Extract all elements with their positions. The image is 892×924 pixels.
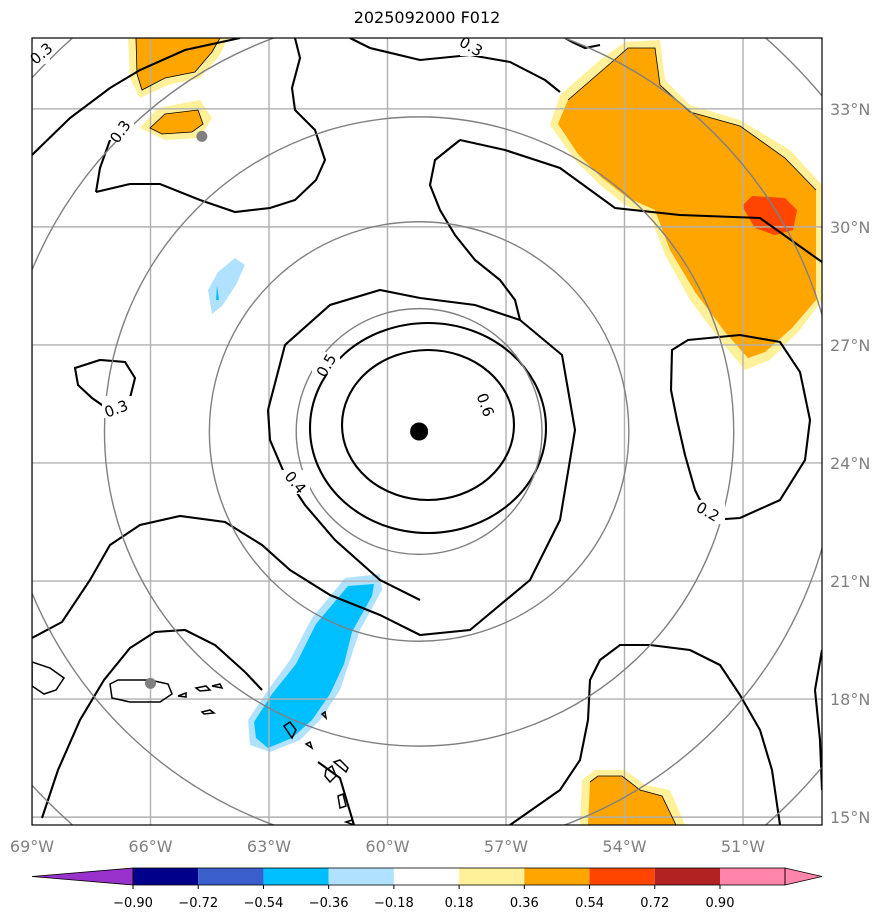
colorbar-tick-label: −0.90 [113,896,153,911]
range-ring [295,307,543,556]
colorbar-tick-label: −0.54 [244,896,284,911]
colorbar-tick-label: 0.54 [575,896,604,911]
site-puerto-rico-marker [145,677,156,689]
colorbar-segment [654,868,720,885]
range-ring [208,221,630,642]
colorbar-tick-label: −0.36 [309,896,349,911]
storm-center-marker [410,422,429,441]
colorbar-segment [263,868,329,885]
longitude-label: 66°W [128,837,172,856]
contour-0.2-south [509,643,782,825]
latitude-label: 24°N [830,454,870,473]
contour-0.2-east [669,333,812,522]
longitude-label: 57°W [484,837,528,856]
colorbar-segment [133,868,199,885]
contour-0.6 [340,348,516,502]
colorbar-tick-label: 0.90 [706,896,735,911]
colorbar-segment [393,868,460,885]
colorbar-extend-max [784,867,823,886]
longitude-label: 54°W [602,837,646,856]
marker-layer [145,130,429,689]
latitude-label: 30°N [830,218,870,237]
longitude-label: 51°W [721,837,765,856]
longitude-labels: 69°W 66°W 63°W 60°W 57°W 54°W 51°W [10,837,765,856]
longitude-label: 60°W [365,837,409,856]
contour-0.4 [32,288,577,639]
colorbar-segment [198,868,264,885]
latitude-label: 18°N [830,690,870,709]
coast-puerto-rico [109,679,173,703]
colorbar-tick-label: −0.72 [178,896,218,911]
range-ring [103,116,735,747]
latitude-label: 33°N [830,100,870,119]
latitude-labels: 33°N 30°N 27°N 24°N 21°N 18°N 15°N [830,100,870,827]
contour-0.3-center [459,138,822,263]
colorbar-tick-label: 0.36 [510,896,539,911]
colorbar-segment [524,868,590,885]
latitude-label: 21°N [830,572,870,591]
latitude-label: 27°N [830,336,870,355]
map-frame [31,37,823,826]
contour-0.5 [308,321,548,535]
map-title: 2025092000 F012 [353,8,501,27]
site-bermuda-marker [196,130,208,142]
contour-0.3-north [32,38,241,156]
colorbar: −0.90 −0.72 −0.54 −0.36 −0.18 0.18 0.36 0.54 0.7… [31,867,823,911]
coastlines [32,661,355,825]
colorbar-segment [589,868,655,885]
contour-lines [32,38,822,825]
colorbar-segment [720,868,785,885]
shading-outlines [135,38,817,825]
colorbar-segment [459,868,525,885]
colorbar-extend-min [31,867,134,886]
coast-lesser-antilles [282,710,355,825]
colorbar-tick-label: −0.18 [374,896,414,911]
longitude-label: 69°W [10,837,54,856]
colorbar-tick-label: 0.18 [445,896,474,911]
longitude-label: 63°W [247,837,291,856]
latitude-label: 15°N [830,808,870,827]
colorbar-tick-label: 0.72 [640,896,669,911]
colorbar-segment [328,868,394,885]
coast-hispaniola [32,661,66,695]
